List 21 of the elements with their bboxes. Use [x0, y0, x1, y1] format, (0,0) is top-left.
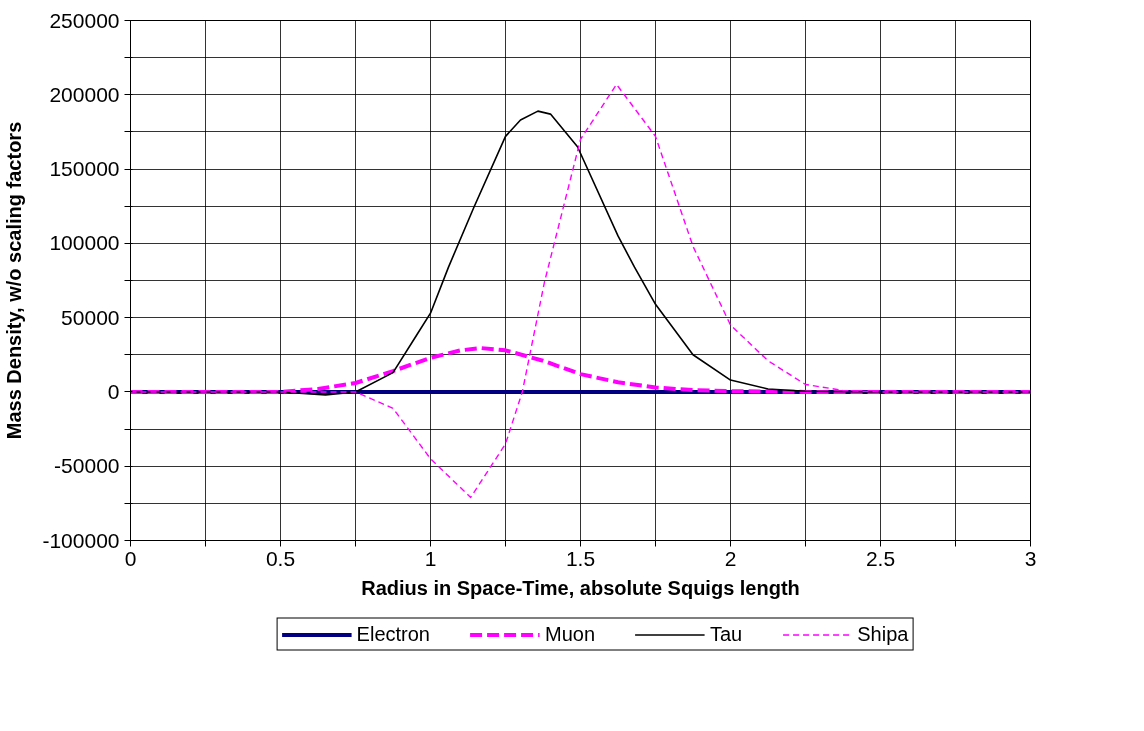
legend-label: Muon — [544, 622, 595, 646]
x-tick-label: 0.5 — [265, 546, 296, 570]
y-tick-label: -100000 — [42, 528, 120, 552]
x-tick-label: 0 — [124, 546, 137, 570]
legend-label: Tau — [710, 622, 743, 646]
y-tick-label: -50000 — [54, 454, 120, 478]
x-axis-title: Radius in Space-Time, absolute Squigs length — [361, 576, 800, 599]
legend-label: Shipa — [857, 622, 909, 646]
x-tick-label: 2.5 — [865, 546, 896, 570]
y-tick-label: 200000 — [49, 82, 120, 106]
x-tick-label: 1 — [424, 546, 437, 570]
y-tick-label: 0 — [107, 379, 120, 403]
x-tick-label: 2 — [724, 546, 737, 570]
x-tick-label: 1.5 — [565, 546, 596, 570]
x-tick-label: 3 — [1024, 546, 1037, 570]
y-tick-label: 250000 — [49, 8, 120, 32]
y-tick-label: 150000 — [49, 157, 120, 181]
y-axis-title: Mass Density, w/o scaling factors — [3, 121, 26, 440]
y-tick-label: 100000 — [49, 231, 120, 255]
y-tick-label: 50000 — [61, 305, 120, 329]
legend-label: Electron — [356, 622, 430, 646]
